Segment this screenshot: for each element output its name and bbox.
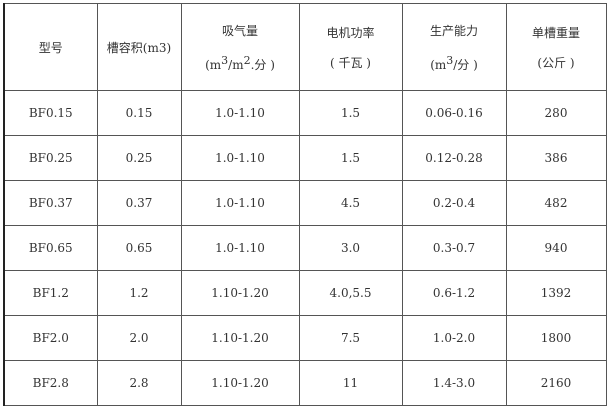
cell-motor-power: 3.0 [298,225,403,271]
cell-capacity: 1.4-3.0 [401,360,507,406]
cell-motor-power: 11 [298,360,403,406]
cell-weight: 2160 [505,360,607,406]
header-label: 电机功率 [326,26,375,40]
header-label: 型号 [38,40,63,55]
cell-capacity: 0.3-0.7 [401,225,507,271]
header-capacity: 生产能力 (m3/分 ) [401,3,507,91]
header-motor-power: 电机功率 ( 千瓦 ) [298,3,403,91]
cell-volume: 0.37 [96,180,182,226]
table-row: BF0.15 0.15 1.0-1.10 1.5 0.06-0.16 280 [3,90,607,136]
cell-motor-power: 1.5 [298,135,403,181]
unit-part: .分 ) [250,58,275,72]
unit-part: /分 ) [453,58,478,72]
cell-volume: 2.0 [96,315,182,361]
cell-air-intake: 1.0-1.10 [180,225,300,271]
table-row: BF2.8 2.8 1.10-1.20 11 1.4-3.0 2160 [3,360,607,406]
header-unit: ( 千瓦 ) [330,56,371,70]
cell-weight: 386 [505,135,607,181]
cell-model: BF0.65 [3,225,98,271]
header-model: 型号 [3,3,98,91]
cell-model: BF1.2 [3,270,98,316]
cell-weight: 1800 [505,315,607,361]
table-row: BF0.65 0.65 1.0-1.10 3.0 0.3-0.7 940 [3,225,607,271]
table-header-row: 型号 槽容积(m3) 吸气量 (m3/m2.分 ) 电机功率 ( 千瓦 ) 生产… [3,3,607,91]
cell-volume: 0.65 [96,225,182,271]
cell-air-intake: 1.10-1.20 [180,315,300,361]
header-label: 吸气量 [221,24,258,38]
cell-volume: 0.25 [96,135,182,181]
cell-model: BF2.8 [3,360,98,406]
unit-sup: 3 [446,54,454,67]
cell-motor-power: 4.5 [298,180,403,226]
header-label: 槽容积(m3) [106,40,172,55]
spec-table: 型号 槽容积(m3) 吸气量 (m3/m2.分 ) 电机功率 ( 千瓦 ) 生产… [3,3,607,406]
header-unit: (m3/m2.分 ) [182,54,299,72]
header-air-intake: 吸气量 (m3/m2.分 ) [180,3,300,91]
cell-model: BF0.37 [3,180,98,226]
unit-part: /m [228,58,244,72]
unit-part: (m [430,58,447,72]
cell-motor-power: 7.5 [298,315,403,361]
header-weight: 单槽重量 (公斤 ) [505,3,607,91]
cell-weight: 1392 [505,270,607,316]
cell-motor-power: 4.0,5.5 [298,270,403,316]
cell-volume: 1.2 [96,270,182,316]
cell-capacity: 0.12-0.28 [401,135,507,181]
cell-air-intake: 1.10-1.20 [180,360,300,406]
header-label: 生产能力 [429,24,478,38]
unit-sup: 2 [243,54,251,67]
cell-weight: 940 [505,225,607,271]
cell-motor-power: 1.5 [298,90,403,136]
cell-capacity: 0.2-0.4 [401,180,507,226]
table-row: BF2.0 2.0 1.10-1.20 7.5 1.0-2.0 1800 [3,315,607,361]
cell-model: BF0.25 [3,135,98,181]
header-unit: (公斤 ) [537,56,575,70]
cell-model: BF2.0 [3,315,98,361]
header-label: 单槽重量 [531,26,580,40]
cell-capacity: 0.06-0.16 [401,90,507,136]
table-row: BF0.25 0.25 1.0-1.10 1.5 0.12-0.28 386 [3,135,607,181]
cell-air-intake: 1.0-1.10 [180,90,300,136]
cell-weight: 482 [505,180,607,226]
cell-capacity: 0.6-1.2 [401,270,507,316]
header-volume: 槽容积(m3) [96,3,182,91]
cell-capacity: 1.0-2.0 [401,315,507,361]
cell-volume: 2.8 [96,360,182,406]
cell-volume: 0.15 [96,90,182,136]
cell-air-intake: 1.0-1.10 [180,180,300,226]
cell-air-intake: 1.10-1.20 [180,270,300,316]
cell-model: BF0.15 [3,90,98,136]
unit-part: (m [205,58,222,72]
header-unit: (m3/分 ) [403,54,506,72]
cell-air-intake: 1.0-1.10 [180,135,300,181]
table-row: BF0.37 0.37 1.0-1.10 4.5 0.2-0.4 482 [3,180,607,226]
unit-sup: 3 [221,54,229,67]
cell-weight: 280 [505,90,607,136]
table-row: BF1.2 1.2 1.10-1.20 4.0,5.5 0.6-1.2 1392 [3,270,607,316]
